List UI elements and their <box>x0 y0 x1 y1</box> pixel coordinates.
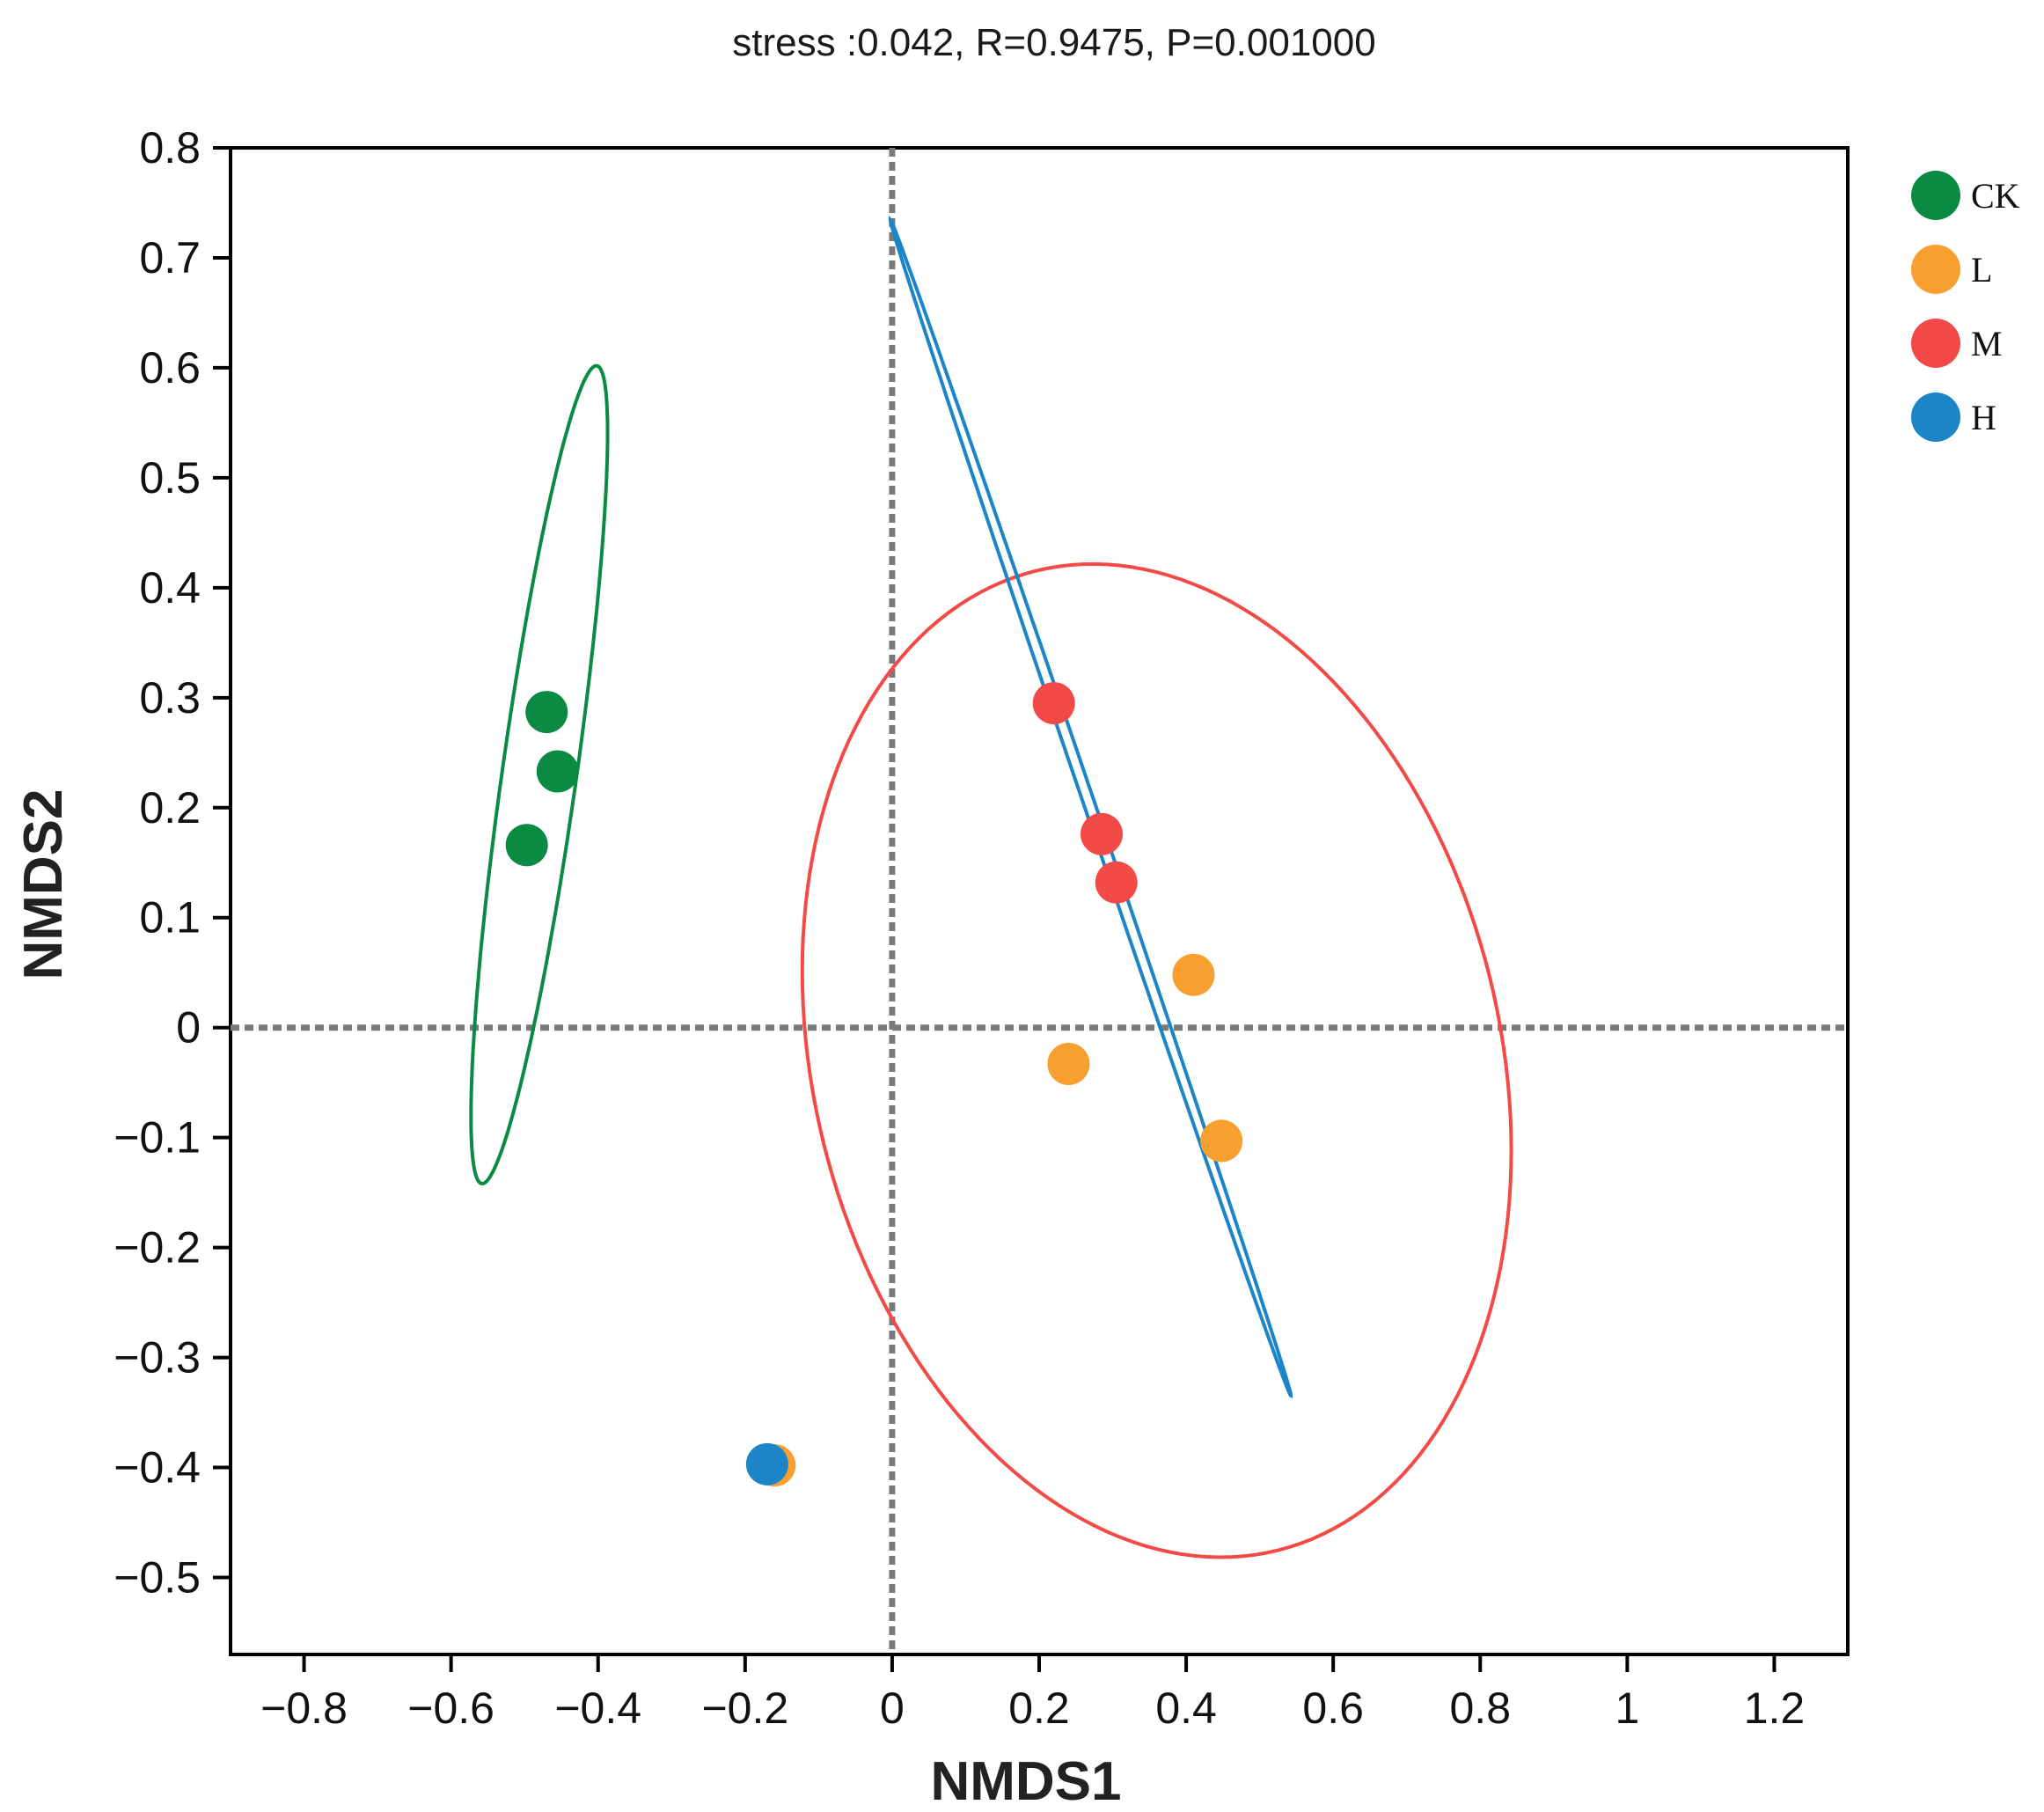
plot-frame <box>229 146 1850 1656</box>
x-axis-label: NMDS1 <box>930 1751 1121 1812</box>
x-tick-label: 0.6 <box>1302 1684 1364 1733</box>
legend-label-m: M <box>1971 324 2003 363</box>
y-axis-label: NMDS2 <box>13 789 74 979</box>
data-point-m <box>1095 861 1138 904</box>
confidence-ellipse-h <box>888 215 1293 1399</box>
data-point-l <box>1200 1119 1243 1163</box>
x-tick-label: 1 <box>1615 1684 1639 1733</box>
y-tick-label: 0 <box>176 1003 201 1053</box>
x-tick-label: −0.8 <box>260 1684 348 1733</box>
chart-title: stress :0.042, R=0.9475, P=0.001000 <box>732 21 1375 64</box>
x-tick-label: 0.4 <box>1155 1684 1217 1733</box>
y-tick-label: 0.8 <box>139 123 201 172</box>
data-point-m <box>1032 682 1075 725</box>
x-tick-label: 0.2 <box>1008 1684 1070 1733</box>
y-tick-label: −0.4 <box>114 1443 201 1493</box>
y-tick-label: 0.6 <box>139 343 201 392</box>
y-tick-label: 0.4 <box>139 563 201 613</box>
data-point-m <box>1081 812 1124 855</box>
legend-label-l: L <box>1971 250 1992 290</box>
y-tick-label: 0.7 <box>139 233 201 282</box>
legend-marker-l <box>1911 245 1960 294</box>
x-tick-label: −0.2 <box>701 1684 788 1733</box>
plot-area: −0.8 −0.6 −0.4 −0.2 0 0.2 0.4 0.6 0.8 1 1.2 0.8 0.7 0… <box>114 123 1850 1733</box>
y-tick-label: −0.1 <box>114 1113 201 1163</box>
confidence-ellipse-ck <box>469 363 610 1185</box>
y-tick-label: −0.2 <box>114 1223 201 1273</box>
y-tick-label: 0.1 <box>139 893 201 943</box>
legend-marker-ck <box>1911 171 1960 220</box>
x-tick-label: −0.4 <box>554 1684 641 1733</box>
legend-marker-h <box>1911 392 1960 442</box>
x-tick-label: 0.8 <box>1450 1684 1512 1733</box>
legend-label-h: H <box>1971 398 1996 437</box>
legend-marker-m <box>1911 319 1960 368</box>
y-tick-label: −0.3 <box>114 1333 201 1383</box>
data-point-ck <box>505 824 548 867</box>
y-tick-label: 0.3 <box>139 673 201 723</box>
y-tick-label: 0.2 <box>139 783 201 833</box>
data-point-ck <box>525 691 568 734</box>
legend-label-ck: CK <box>1971 176 2020 216</box>
y-tick-label: −0.5 <box>114 1553 201 1603</box>
x-tick-label: −0.6 <box>407 1684 495 1733</box>
data-point-l <box>1047 1042 1090 1085</box>
data-point-ck <box>536 750 579 793</box>
data-point-l <box>1172 953 1215 996</box>
x-tick-label: 0 <box>880 1684 905 1733</box>
x-tick-label: 1.2 <box>1744 1684 1806 1733</box>
confidence-ellipse-m <box>800 561 1513 1559</box>
data-point-h <box>745 1442 788 1486</box>
legend: CK LMH <box>1911 171 2020 442</box>
y-tick-label: 0.5 <box>139 453 201 503</box>
